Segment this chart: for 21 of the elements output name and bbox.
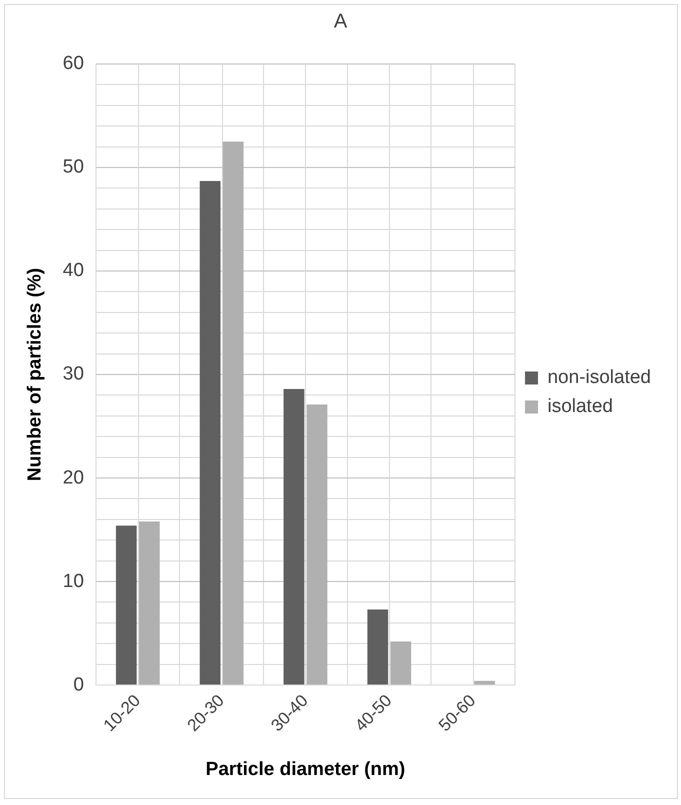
legend-label: isolated [547, 396, 613, 418]
y-tick-label: 60 [62, 53, 84, 74]
chart-title: A [334, 10, 348, 33]
y-tick-label: 20 [62, 467, 84, 488]
bar [390, 642, 412, 685]
y-tick-label: 0 [73, 674, 84, 696]
bar [138, 521, 160, 685]
bar [116, 526, 137, 685]
legend-label: non-isolated [547, 367, 652, 388]
bar [222, 142, 244, 685]
bar [367, 609, 388, 685]
y-tick-label: 50 [62, 156, 84, 178]
y-axis-title: Number of particles (%) [24, 268, 46, 482]
bar [306, 404, 328, 685]
y-tick-label: 30 [62, 364, 84, 385]
bar [284, 389, 304, 685]
bar [200, 180, 220, 685]
y-tick-label: 10 [62, 570, 84, 592]
x-axis-title: Particle diameter (nm) [206, 758, 406, 780]
bar [474, 680, 495, 685]
y-tick-label: 40 [62, 260, 84, 282]
